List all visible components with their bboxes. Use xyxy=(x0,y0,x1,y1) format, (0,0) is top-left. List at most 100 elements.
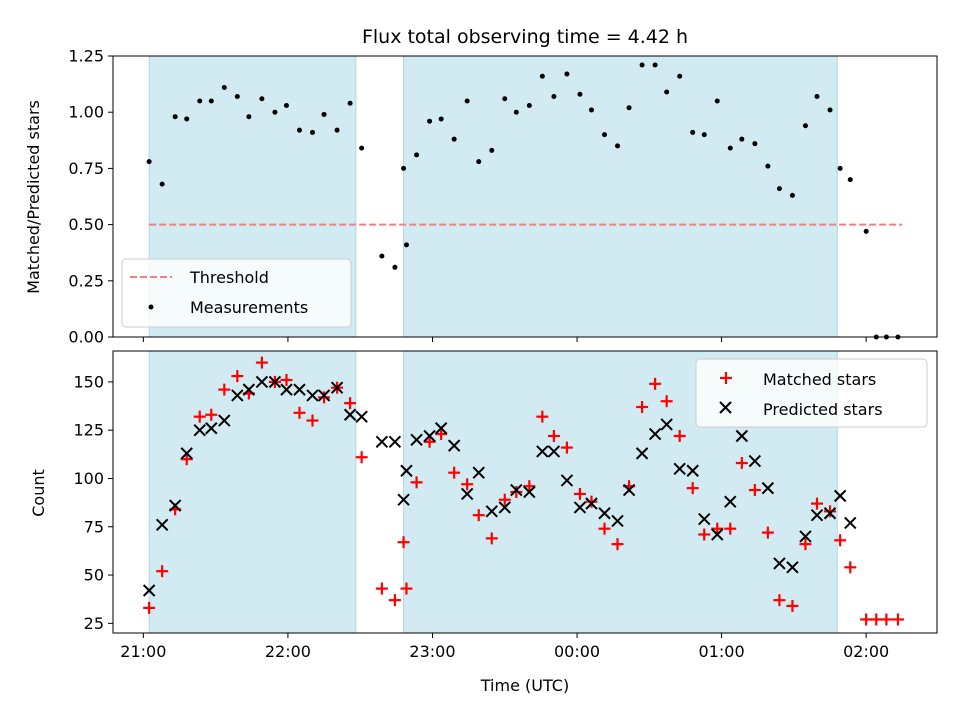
predicted-point xyxy=(180,447,193,460)
predicted-point xyxy=(523,485,536,499)
measurement-point xyxy=(837,165,843,171)
matched-point xyxy=(156,565,169,578)
legend-threshold-label: Threshold xyxy=(189,268,269,287)
matched-point xyxy=(485,532,498,545)
predicted-point xyxy=(280,383,293,396)
x-tick-label: 00:00 xyxy=(554,642,600,661)
matched-point xyxy=(205,408,218,421)
measurement-point xyxy=(172,114,178,120)
measurement-point xyxy=(476,159,482,165)
count-y-axis: 25 50 75 100 125 150 xyxy=(73,372,113,633)
x-tick-label: 02:00 xyxy=(843,642,889,661)
matched-point xyxy=(410,476,423,489)
matched-point xyxy=(711,522,724,535)
measurement-point xyxy=(234,93,240,99)
measurement-point xyxy=(714,98,720,104)
measurement-point xyxy=(615,143,621,149)
matched-point xyxy=(293,406,306,419)
measurement-point xyxy=(802,123,808,129)
matched-point xyxy=(193,410,206,423)
predicted-point xyxy=(142,584,156,597)
measurement-point xyxy=(184,116,190,122)
ratio-y-tick-label: 0.75 xyxy=(68,159,104,178)
measurement-point xyxy=(489,147,495,153)
matched-point xyxy=(388,594,401,607)
matched-point xyxy=(355,451,368,464)
ratio-shaded-interval xyxy=(403,55,838,338)
matched-point xyxy=(461,478,474,491)
predicted-point xyxy=(460,487,474,501)
predicted-point xyxy=(231,389,244,402)
matched-point xyxy=(891,613,904,626)
predicted-point xyxy=(397,493,410,506)
matched-point xyxy=(180,453,193,466)
predicted-point xyxy=(761,481,775,495)
matched-point xyxy=(786,599,799,612)
matched-point xyxy=(673,429,686,442)
legend-measurements-swatch xyxy=(148,304,154,310)
measurement-point xyxy=(765,163,771,169)
matched-point xyxy=(824,505,837,518)
predicted-point xyxy=(573,501,587,514)
predicted-point xyxy=(823,507,837,520)
measurement-point xyxy=(159,181,165,187)
x-tick-label: 21:00 xyxy=(120,642,166,661)
predicted-point xyxy=(844,516,857,530)
measurement-point xyxy=(526,102,532,108)
ratio-y-axis: 0.00 0.25 0.50 0.75 1.00 1.25 xyxy=(68,47,113,347)
matched-point xyxy=(448,466,461,479)
matched-point xyxy=(724,522,737,535)
measurement-point xyxy=(272,109,278,115)
predicted-point xyxy=(735,429,749,443)
matched-point xyxy=(280,373,293,386)
measurement-point xyxy=(551,93,557,99)
matched-point xyxy=(748,484,761,497)
matched-point xyxy=(306,414,319,427)
matched-point xyxy=(870,613,883,626)
predicted-point xyxy=(598,507,611,520)
count-y-tick-label: 25 xyxy=(84,614,104,633)
ratio-marks xyxy=(146,62,903,340)
predicted-point xyxy=(660,418,673,431)
matched-point xyxy=(660,395,673,408)
matched-point xyxy=(649,377,662,390)
predicted-point xyxy=(635,447,649,460)
predicted-point xyxy=(205,422,218,435)
ratio-y-tick-label: 0.25 xyxy=(68,271,104,290)
predicted-point xyxy=(547,445,561,458)
measurement-point xyxy=(321,111,327,117)
measurement-point xyxy=(847,177,853,183)
matched-point xyxy=(773,594,786,607)
predicted-point xyxy=(255,375,269,389)
x-tick-label: 22:00 xyxy=(265,642,311,661)
measurement-point xyxy=(347,100,353,106)
count-x-axis: 21:00 22:00 23:00 00:00 01:00 02:00 xyxy=(120,633,889,661)
predicted-point xyxy=(434,422,448,435)
matched-point xyxy=(860,613,873,626)
measurement-point xyxy=(502,96,508,102)
count-marks xyxy=(142,356,904,626)
measurement-point xyxy=(664,89,670,95)
measurement-point xyxy=(438,116,444,122)
measurement-point xyxy=(259,96,265,102)
matched-point xyxy=(844,561,857,574)
predicted-point xyxy=(833,489,847,503)
matched-point xyxy=(761,526,774,539)
measurement-point xyxy=(588,107,594,113)
matched-point xyxy=(560,441,573,454)
matched-point xyxy=(231,370,244,383)
ratio-y-tick-label: 1.00 xyxy=(68,103,104,122)
measurement-point xyxy=(221,84,227,90)
measurement-point xyxy=(652,62,658,68)
matched-point xyxy=(611,538,624,551)
predicted-point xyxy=(698,512,711,526)
measurement-point xyxy=(677,73,683,79)
predicted-point xyxy=(810,508,824,522)
matched-point xyxy=(397,536,410,549)
predicted-point xyxy=(293,383,306,396)
predicted-point xyxy=(673,462,686,476)
measurement-point xyxy=(334,127,340,133)
ratio-shaded-intervals xyxy=(148,55,838,338)
measurement-point xyxy=(739,136,745,142)
matched-point xyxy=(218,383,231,396)
